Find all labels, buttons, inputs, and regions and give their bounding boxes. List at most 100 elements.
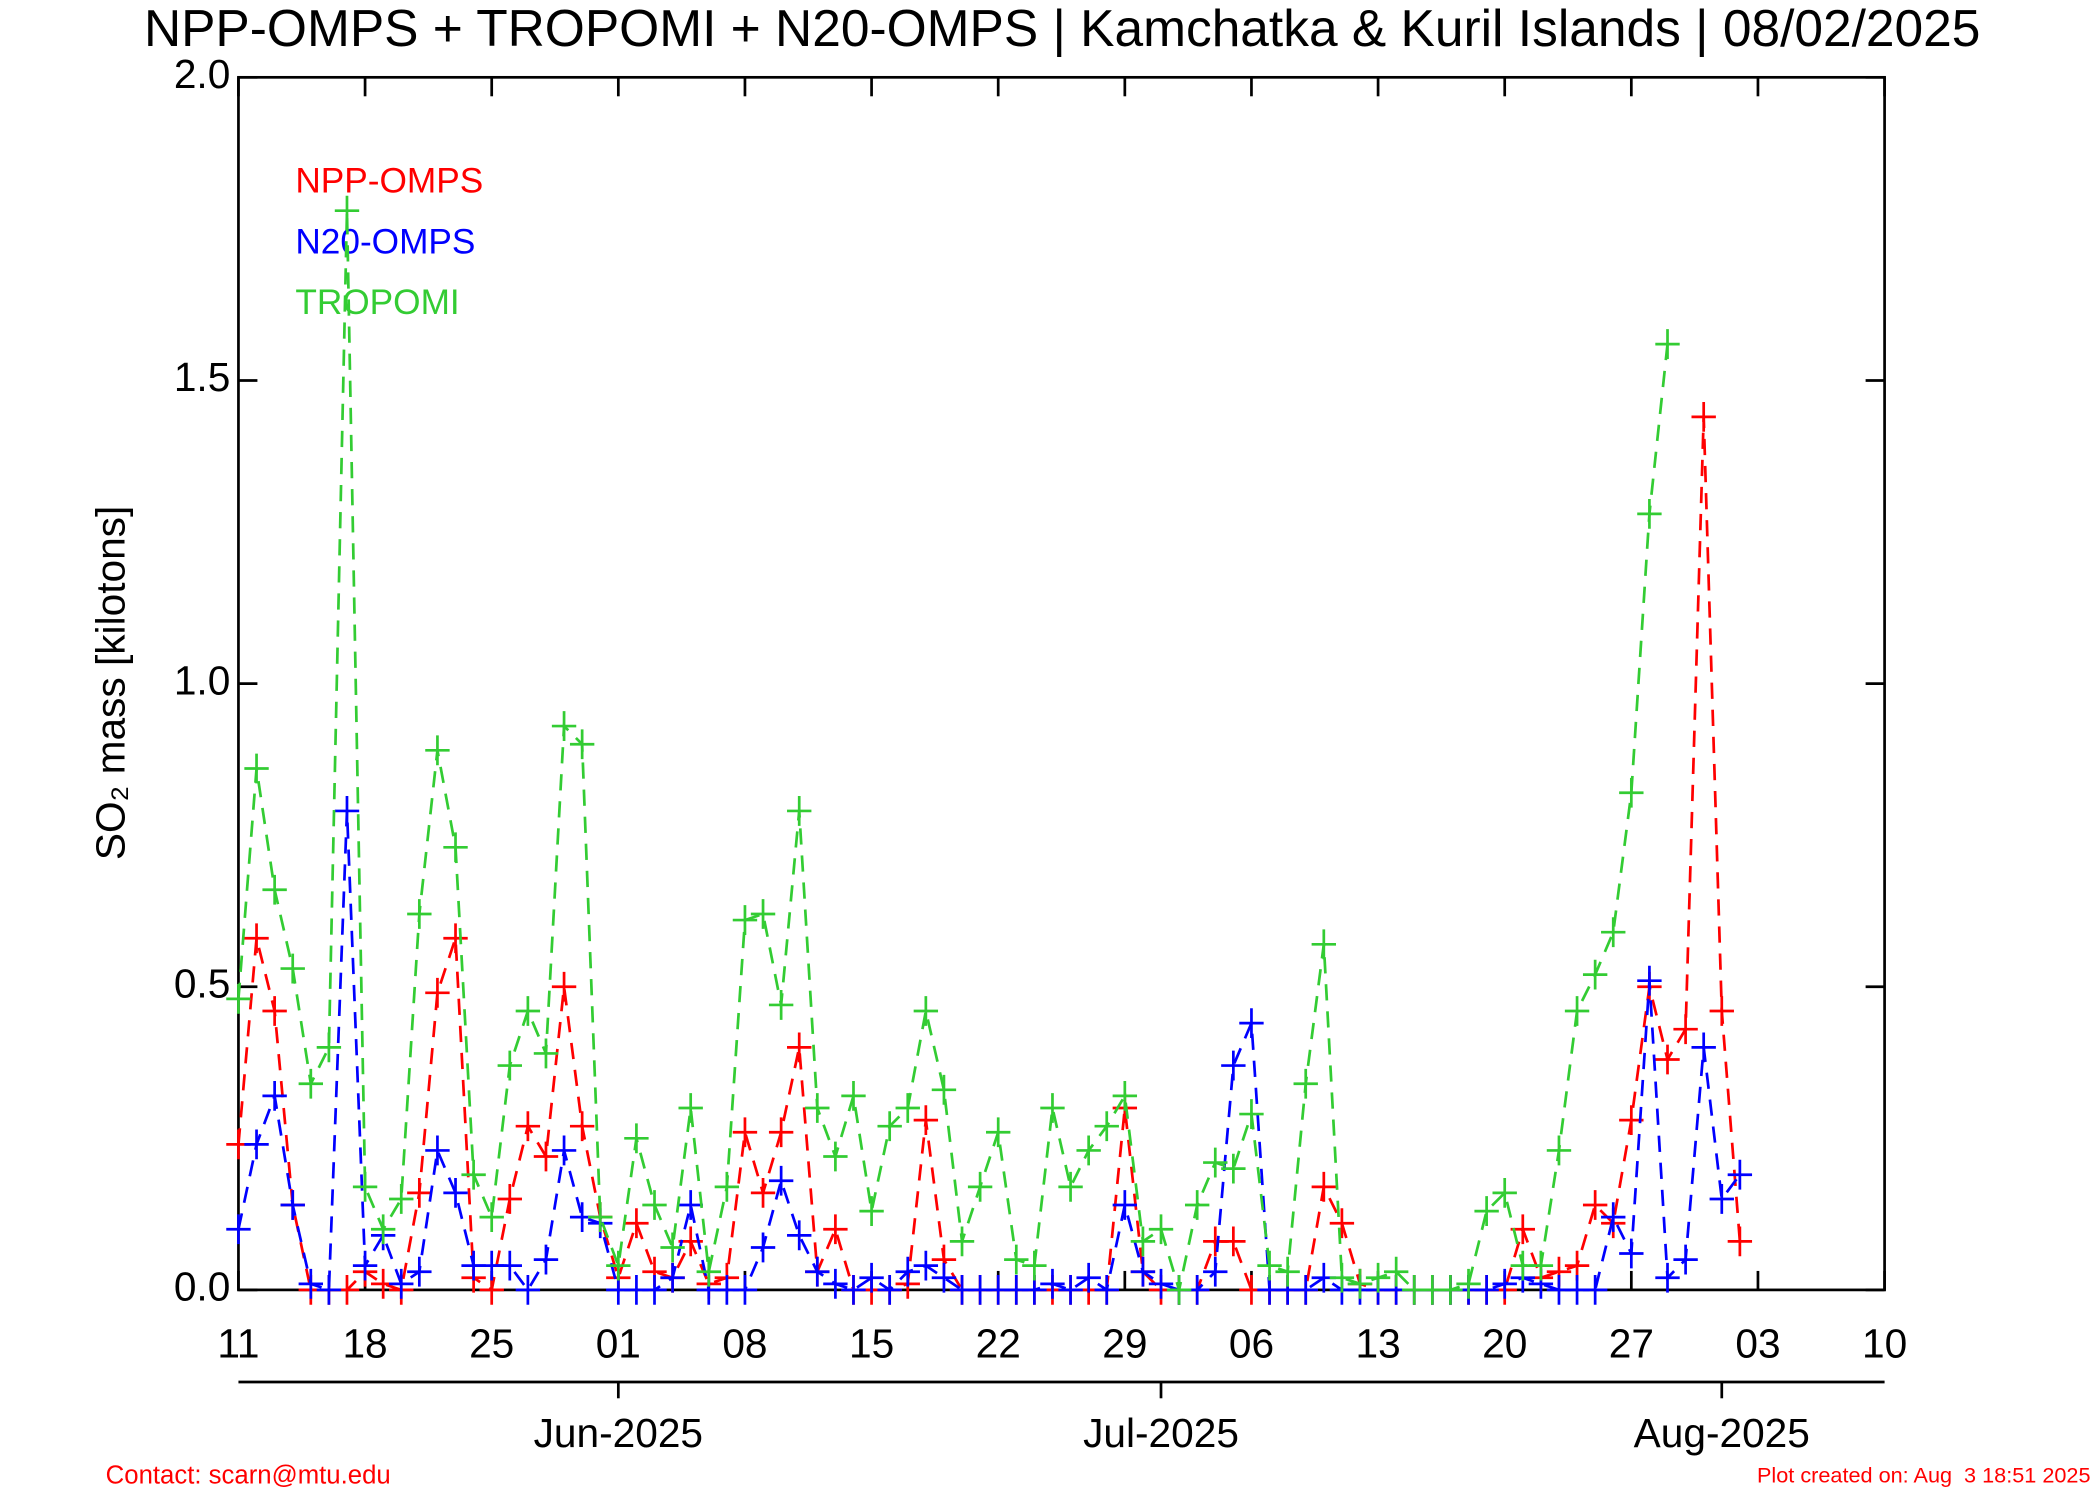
point-marker (606, 1250, 631, 1281)
chart-title: NPP-OMPS + TROPOMI + N20-OMPS | Kamchatk… (144, 0, 1981, 57)
point-marker (913, 996, 939, 1026)
point-marker (1130, 1256, 1156, 1287)
point-marker (750, 1177, 776, 1208)
point-marker (967, 1171, 993, 1202)
point-marker (913, 1105, 939, 1136)
point-marker (624, 1123, 649, 1154)
point-marker (1058, 1171, 1083, 1202)
point-marker (334, 796, 360, 826)
point-marker (298, 1268, 324, 1299)
point-marker (660, 1262, 685, 1293)
point-marker (515, 1274, 541, 1305)
point-marker (497, 1184, 522, 1214)
point-marker (732, 1117, 758, 1148)
x-tick-label: 27 (1609, 1321, 1654, 1367)
point-marker (1365, 1262, 1391, 1293)
point-marker (1673, 1014, 1698, 1045)
point-marker (768, 1117, 794, 1148)
point-marker (1022, 1250, 1047, 1281)
point-marker (1094, 1111, 1119, 1142)
point-marker (443, 1177, 468, 1208)
point-marker (1637, 965, 1662, 996)
point-marker (877, 1111, 902, 1142)
point-marker (479, 1202, 504, 1233)
point-marker (660, 1232, 685, 1263)
point-marker (1004, 1244, 1029, 1275)
point-marker (678, 1190, 703, 1220)
point-marker (949, 1226, 975, 1257)
point-marker (1492, 1268, 1517, 1299)
point-marker (352, 1250, 378, 1281)
point-marker (226, 983, 251, 1014)
point-marker (1148, 1214, 1174, 1245)
point-marker (1673, 1244, 1698, 1275)
point-marker (1691, 1032, 1716, 1063)
point-marker (1329, 1208, 1355, 1239)
y-tick-label: 1.0 (174, 657, 230, 703)
point-marker (298, 1068, 324, 1099)
point-marker (1203, 1256, 1228, 1287)
legend-entry: N20-OMPS (295, 222, 475, 261)
point-marker (280, 1190, 305, 1220)
point-marker (931, 1074, 957, 1105)
point-marker (1582, 1274, 1608, 1305)
legend-entry: TROPOMI (295, 283, 459, 322)
point-marker (1347, 1268, 1373, 1299)
point-marker (461, 1159, 486, 1190)
point-marker (407, 899, 432, 929)
point-marker (407, 1177, 432, 1208)
point-marker (1239, 1099, 1264, 1129)
point-marker (1040, 1093, 1065, 1123)
point-marker (1311, 1171, 1337, 1202)
point-marker (678, 1093, 703, 1123)
point-marker (823, 1141, 848, 1172)
x-tick-label: 13 (1355, 1321, 1400, 1367)
x-tick-label: 25 (469, 1321, 514, 1367)
point-marker (334, 195, 360, 226)
point-marker (1383, 1256, 1409, 1287)
point-marker (877, 1274, 902, 1305)
x-tick-label: 11 (217, 1321, 259, 1367)
point-marker (1311, 929, 1337, 960)
point-marker (569, 729, 595, 760)
point-marker (1076, 1262, 1101, 1293)
point-marker (533, 1244, 559, 1275)
point-marker (1619, 1238, 1644, 1269)
x-tick-label: 08 (722, 1321, 767, 1367)
point-marker (1040, 1268, 1065, 1299)
created-note: Plot created on: Aug 3 18:51 2025 (1757, 1463, 2091, 1488)
point-marker (787, 796, 812, 826)
point-marker (787, 1032, 812, 1063)
point-marker (244, 753, 269, 784)
point-marker (1456, 1268, 1481, 1299)
x-tick-label: 06 (1229, 1321, 1274, 1367)
legend-entry: NPP-OMPS (295, 161, 483, 200)
point-marker (1601, 917, 1626, 948)
point-marker (787, 1220, 812, 1251)
point-marker (642, 1190, 667, 1220)
point-marker (533, 1141, 559, 1172)
point-marker (1076, 1135, 1101, 1166)
x-tick-label: 20 (1482, 1321, 1527, 1367)
point-marker (443, 923, 468, 954)
point-marker (913, 1250, 939, 1281)
point-marker (768, 1165, 794, 1196)
point-marker (1727, 1159, 1753, 1190)
point-marker (588, 1202, 613, 1233)
point-marker (226, 1214, 251, 1245)
point-marker (1257, 1250, 1282, 1281)
point-marker (931, 1262, 957, 1293)
point-marker (732, 905, 758, 935)
y-tick-label: 1.5 (174, 354, 230, 400)
x-tick-label: 01 (596, 1321, 641, 1367)
point-marker (515, 996, 541, 1026)
point-marker (569, 1111, 595, 1142)
point-marker (515, 1111, 541, 1142)
point-marker (497, 1050, 522, 1081)
point-marker (370, 1214, 396, 1245)
point-marker (1112, 1080, 1138, 1111)
point-marker (280, 953, 305, 984)
point-marker (714, 1171, 740, 1202)
point-marker (551, 711, 577, 741)
